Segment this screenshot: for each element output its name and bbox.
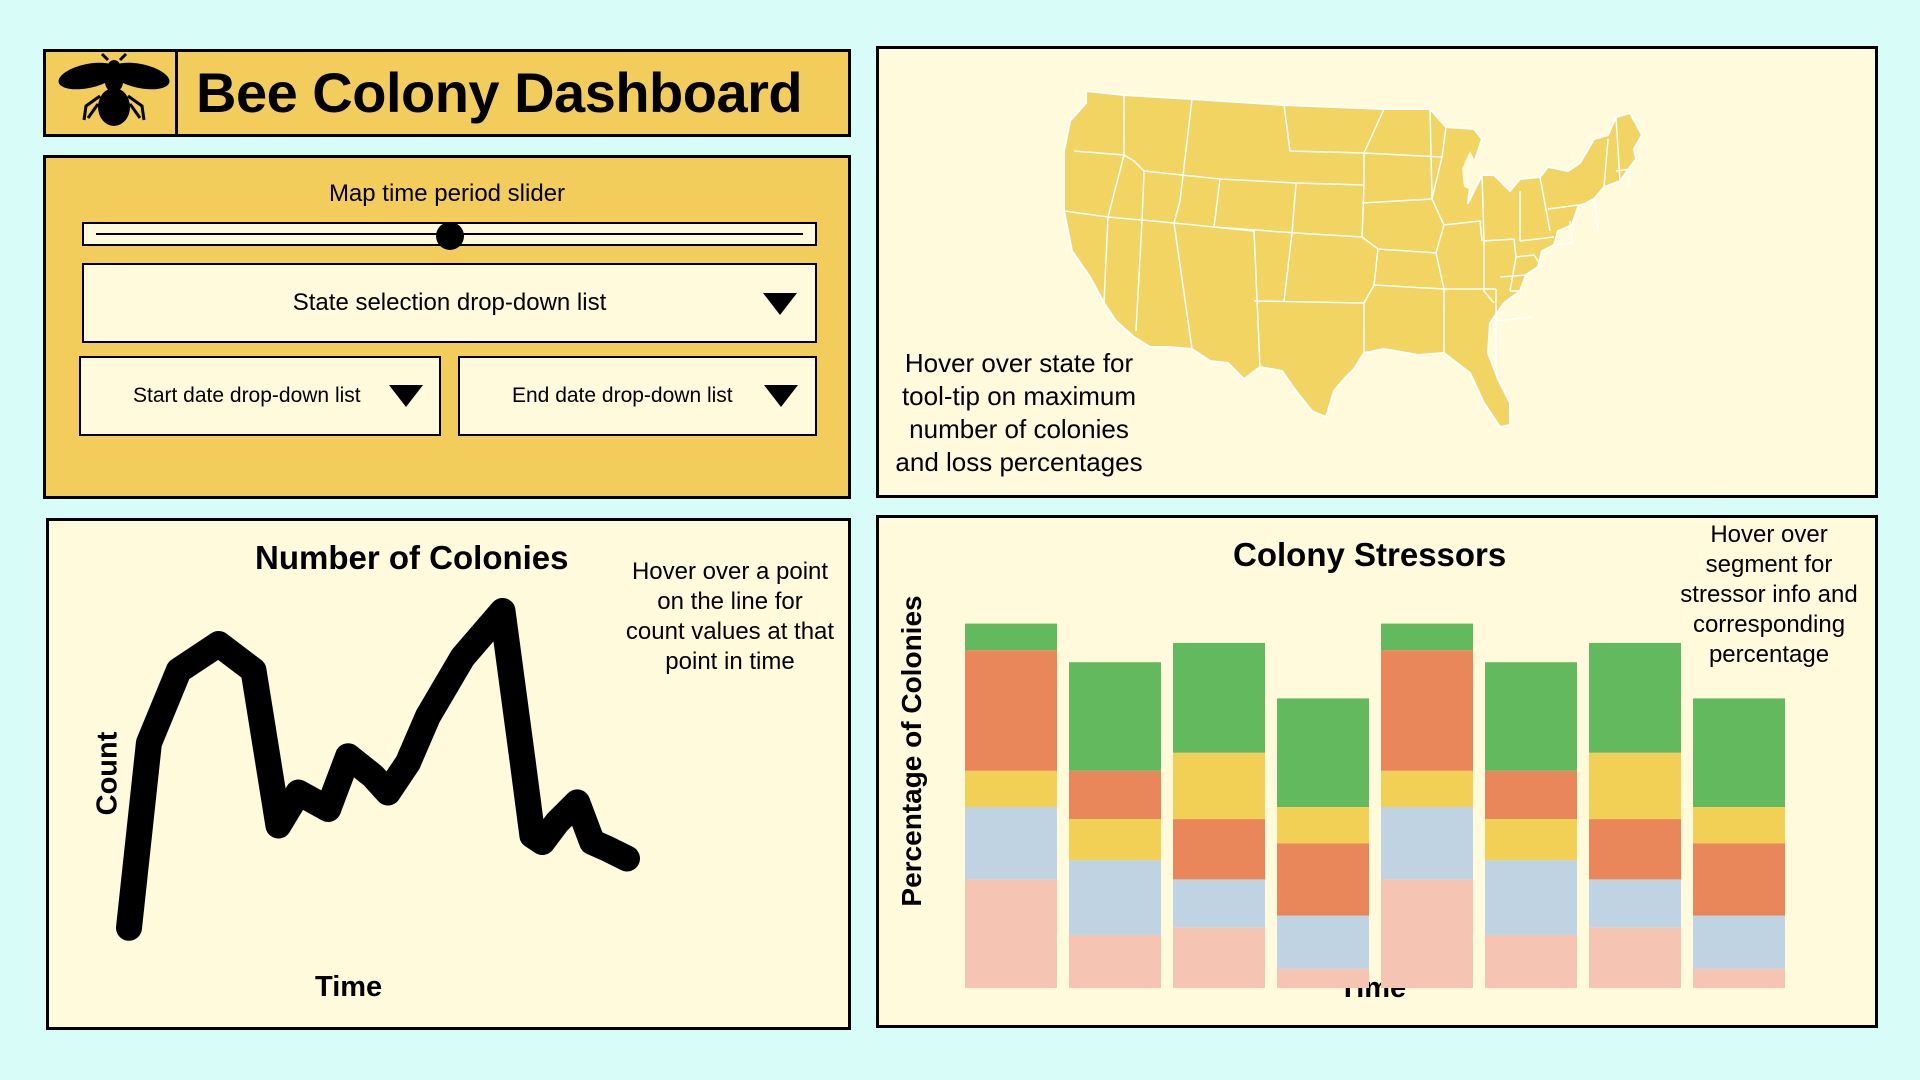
bar-5-segment-2[interactable] [1381,807,1473,880]
bar-6-segment-3[interactable] [1485,819,1577,861]
line-chart-plot[interactable] [49,521,848,1027]
bar-4-segment-1[interactable] [1277,968,1369,988]
line-chart-hover-note: Hover over a point on the line for count… [625,558,835,675]
bar-3-segment-3[interactable] [1173,819,1265,880]
bar-6-segment-1[interactable] [1485,934,1577,988]
bar-4-segment-2[interactable] [1277,915,1369,969]
bar-6-segment-5[interactable] [1485,662,1577,771]
bar-2-segment-2[interactable] [1069,860,1161,935]
colonies-line[interactable] [116,598,640,941]
bar-8-segment-3[interactable] [1693,843,1785,916]
bar-1-segment-2[interactable] [965,807,1057,880]
bar-chart-panel: Colony Stressors Hover over segment for … [876,515,1878,1028]
bar-1-segment-4[interactable] [965,650,1057,771]
bar-4-segment-4[interactable] [1277,807,1369,844]
bar-6-segment-2[interactable] [1485,860,1577,935]
bar-1-segment-3[interactable] [965,770,1057,807]
bar-8-segment-2[interactable] [1693,915,1785,969]
time-period-slider[interactable] [82,222,817,250]
us-map[interactable] [1064,91,1764,471]
bar-4-segment-5[interactable] [1277,698,1369,807]
end-date-dropdown[interactable]: End date drop-down list [458,356,817,436]
bar-chart-title: Colony Stressors [1233,536,1507,573]
bar-7-segment-3[interactable] [1589,819,1681,880]
bar-2-segment-1[interactable] [1069,934,1161,988]
chevron-down-icon [764,385,798,407]
bar-3-segment-1[interactable] [1173,927,1265,988]
chevron-down-icon [763,293,797,315]
start-date-label: Start date drop-down list [133,384,361,407]
bar-5-segment-5[interactable] [1381,623,1473,651]
bar-3-segment-4[interactable] [1173,752,1265,820]
bar-8-segment-1[interactable] [1693,968,1785,988]
bar-7-segment-4[interactable] [1589,752,1681,820]
bar-3-segment-5[interactable] [1173,642,1265,753]
bar-7-segment-5[interactable] [1589,642,1681,753]
bar-chart-plot[interactable] [879,518,1875,1025]
line-chart-panel: Number of Colonies Hover over a point on… [46,518,851,1030]
bee-icon [56,52,178,134]
bar-8-segment-4[interactable] [1693,807,1785,844]
slider-thumb[interactable] [435,222,464,250]
line-chart-xlabel: Time [315,971,383,1003]
bar-2-segment-5[interactable] [1069,662,1161,771]
slider-label: Map time period slider [328,180,566,207]
bar-5-segment-3[interactable] [1381,770,1473,807]
state-borders [1064,95,1631,371]
bar-5-segment-4[interactable] [1381,650,1473,771]
us-map-outline [1064,91,1643,428]
header: Bee Colony Dashboard [43,49,851,137]
bar-2-segment-3[interactable] [1069,819,1161,861]
bar-7-segment-1[interactable] [1589,927,1681,988]
chevron-down-icon [389,385,423,407]
bar-3-segment-2[interactable] [1173,879,1265,928]
bar-7-segment-2[interactable] [1589,879,1681,928]
bar-4-segment-3[interactable] [1277,843,1369,916]
bar-2-segment-4[interactable] [1069,770,1161,820]
bar-chart-hover-note: Hover over segment for stressor info and… [1680,521,1858,668]
bar-1-segment-1[interactable] [965,879,1057,988]
bar-5-segment-1[interactable] [1381,879,1473,988]
start-date-dropdown[interactable]: Start date drop-down list [79,356,441,436]
page-title: Bee Colony Dashboard [196,61,803,124]
bar-1-segment-5[interactable] [965,623,1057,651]
line-chart-title: Number of Colonies [255,539,569,576]
state-dropdown[interactable]: State selection drop-down list [82,263,817,343]
end-date-label: End date drop-down list [512,384,733,407]
bar-8-segment-5[interactable] [1693,698,1785,807]
controls-panel: Map time period slider State selection d… [43,155,851,499]
bar-6-segment-4[interactable] [1485,770,1577,820]
state-dropdown-label: State selection drop-down list [292,289,607,316]
map-hover-note: Hover over state for tool-tip on maximum… [895,348,1143,477]
map-panel: Hover over state for tool-tip on maximum… [876,46,1878,498]
